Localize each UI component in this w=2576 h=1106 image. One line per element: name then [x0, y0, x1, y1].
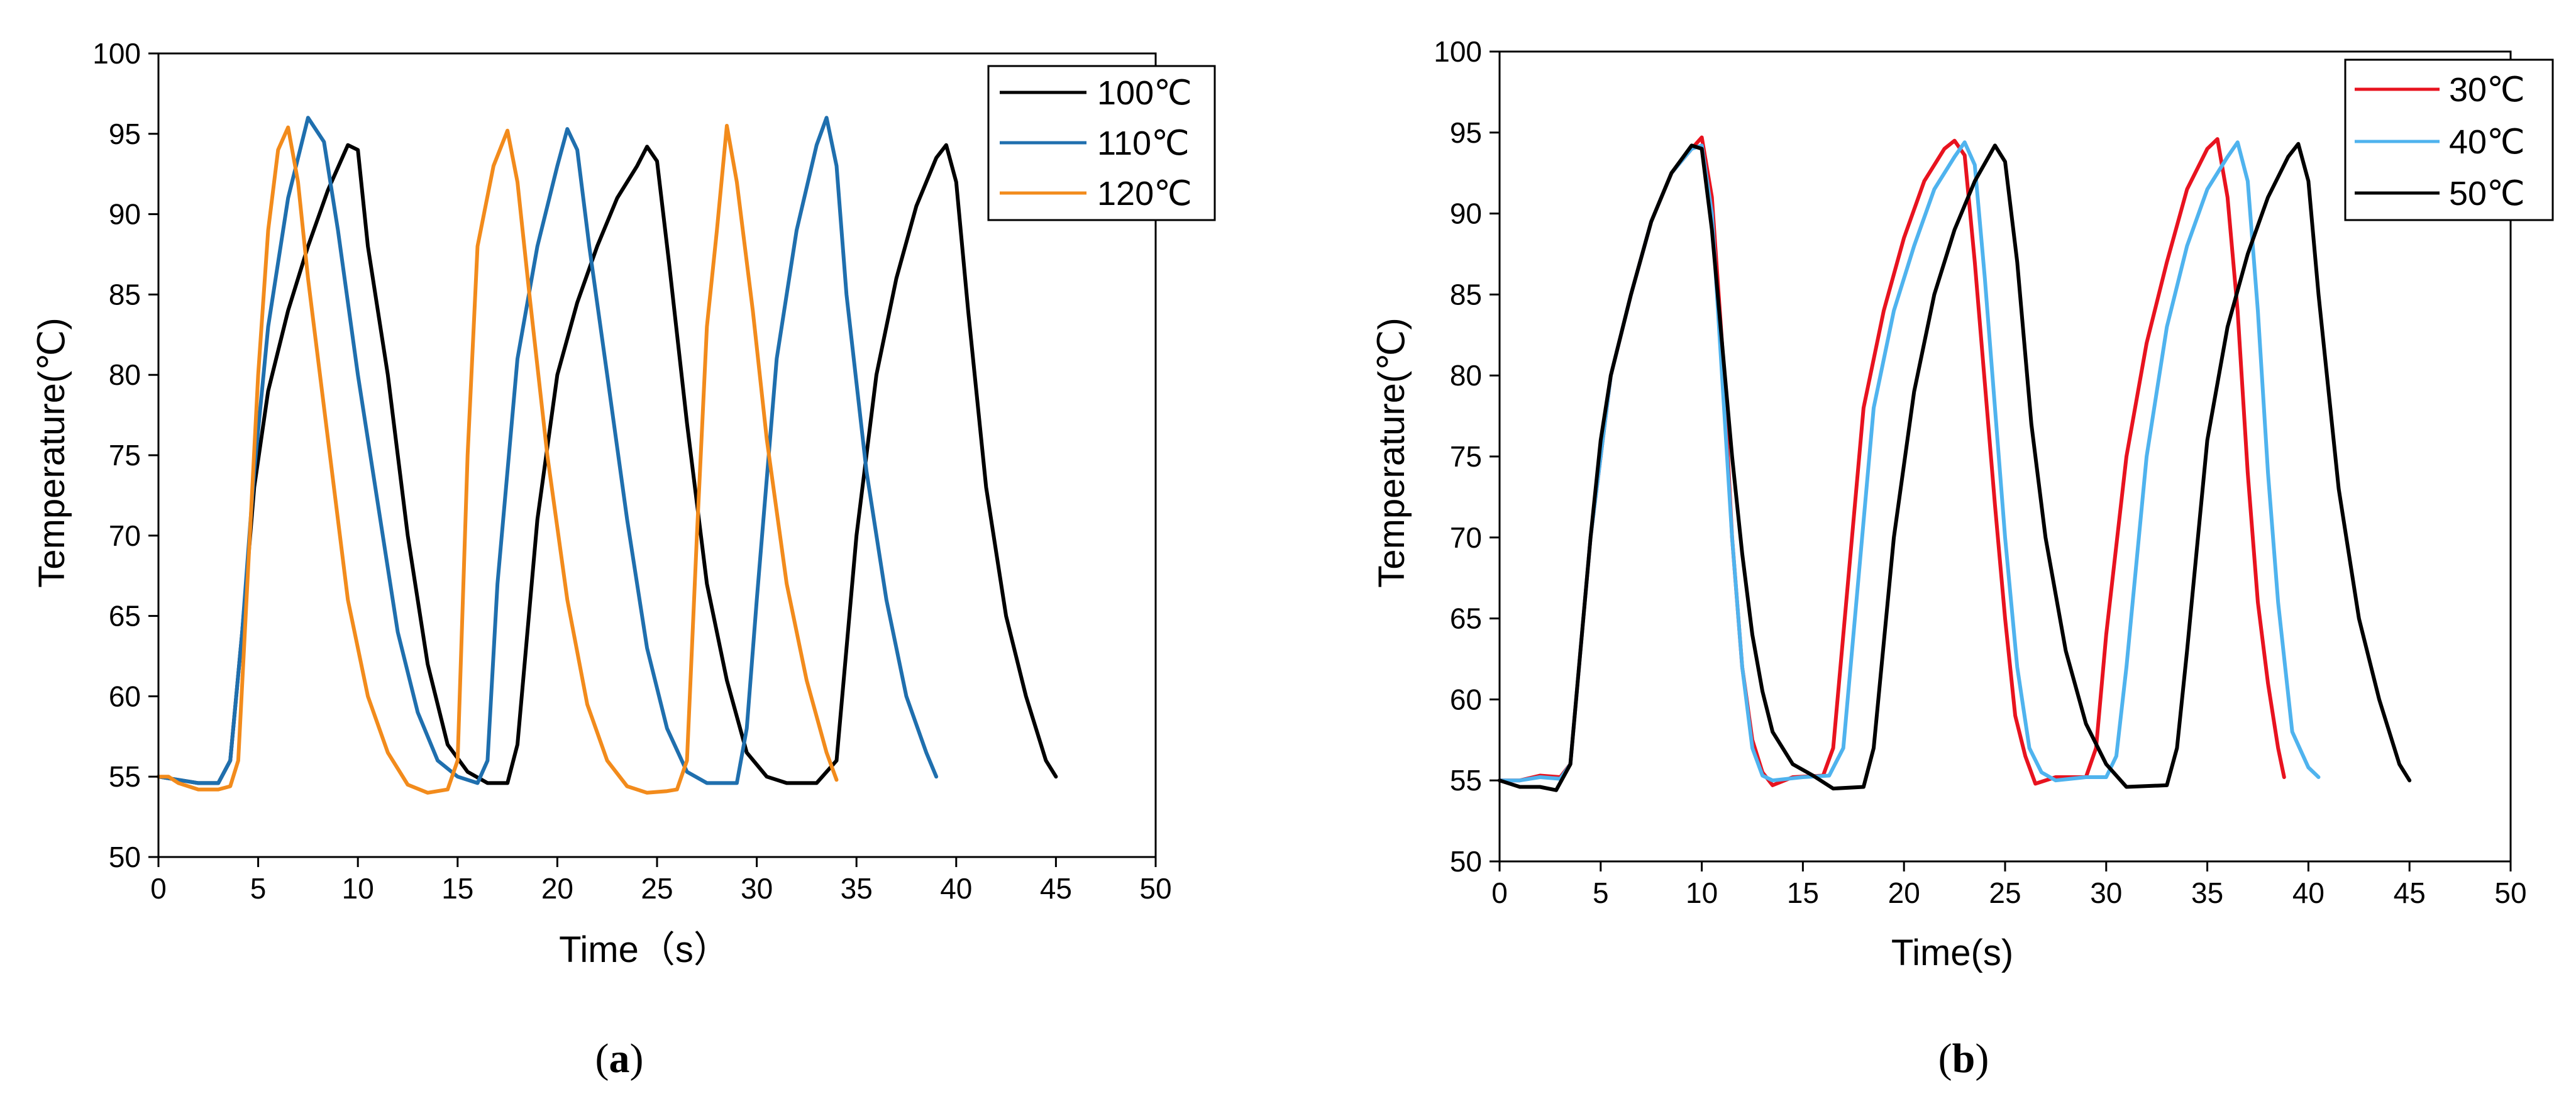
chart-panel-b: 0 5 10 15 20 25 30 35 40 45 50 50 55 60 65 70 75 80 85 90 95…: [1371, 35, 2554, 1081]
y-tick-label-b-80: 80: [1450, 359, 1482, 392]
x-tick-label-a-40: 40: [940, 872, 972, 905]
x-tick-label-b-5: 5: [1593, 877, 1609, 909]
series-line-a-100c: [157, 143, 1058, 785]
y-tick-label-b-90: 90: [1450, 197, 1482, 230]
y-tick-label-b-55: 55: [1450, 764, 1482, 797]
y-tick-label-a-65: 65: [109, 600, 141, 633]
x-tick-label-b-40: 40: [2292, 877, 2324, 909]
x-tick-label-a-50: 50: [1139, 872, 1171, 905]
y-tick-label-a-60: 60: [109, 680, 141, 712]
x-tick-label-a-5: 5: [250, 872, 267, 905]
y-tick-label-b-50: 50: [1450, 845, 1482, 878]
x-tick-label-a-30: 30: [741, 872, 773, 905]
y-tick-label-a-70: 70: [109, 519, 141, 552]
x-tick-label-b-10: 10: [1686, 877, 1718, 909]
x-tick-label-b-25: 25: [1989, 877, 2021, 909]
legend-b: 30℃ 40℃ 50℃: [2344, 58, 2554, 221]
x-tick-label-a-45: 45: [1040, 872, 1072, 905]
y-tick-label-a-55: 55: [109, 760, 141, 793]
x-axis-title-a: Time（s）: [559, 929, 730, 970]
legend-a: 100℃ 110℃ 120℃: [987, 65, 1216, 221]
legend-label-50c: 50℃: [2449, 175, 2525, 213]
series-line-a-110c: [157, 116, 939, 785]
x-tick-label-b-35: 35: [2191, 877, 2223, 909]
y-tick-label-b-60: 60: [1450, 683, 1482, 716]
y-tick-label-a-90: 90: [109, 198, 141, 231]
series-line-b-30c: [1498, 135, 2286, 787]
y-axis-title-a: Temperature(℃): [31, 318, 72, 587]
panel-label-b: (b): [1938, 1036, 1989, 1081]
y-tick-label-a-75: 75: [109, 439, 141, 472]
y-tick-label-a-100: 100: [92, 37, 141, 70]
series-line-a-120c: [157, 124, 839, 795]
y-tick-label-b-100: 100: [1434, 35, 1482, 68]
legend-label-30c: 30℃: [2449, 71, 2525, 109]
legend-label-40c: 40℃: [2449, 123, 2525, 161]
y-tick-label-b-75: 75: [1450, 440, 1482, 473]
legend-label-100c: 100℃: [1097, 74, 1192, 112]
y-tick-label-a-85: 85: [109, 278, 141, 311]
x-tick-label-a-10: 10: [342, 872, 374, 905]
x-axis-title-b: Time(s): [1891, 932, 2013, 973]
x-tick-label-b-20: 20: [1888, 877, 1920, 909]
x-tick-label-a-20: 20: [541, 872, 573, 905]
panel-label-a: (a): [595, 1036, 644, 1081]
x-tick-label-a-0: 0: [150, 872, 167, 905]
x-tick-label-b-45: 45: [2394, 877, 2426, 909]
y-tick-label-a-95: 95: [109, 118, 141, 150]
series-line-b-40c: [1498, 140, 2321, 783]
y-tick-label-a-50: 50: [109, 841, 141, 873]
series-line-b-50c: [1498, 141, 2412, 792]
x-tick-label-a-25: 25: [641, 872, 673, 905]
legend-label-120c: 120℃: [1097, 175, 1192, 213]
y-tick-label-b-85: 85: [1450, 278, 1482, 311]
x-tick-label-a-35: 35: [841, 872, 873, 905]
x-tick-label-b-0: 0: [1491, 877, 1508, 909]
x-tick-label-b-15: 15: [1787, 877, 1819, 909]
x-tick-label-a-15: 15: [441, 872, 473, 905]
y-tick-label-b-95: 95: [1450, 116, 1482, 149]
y-tick-label-b-65: 65: [1450, 602, 1482, 635]
x-tick-label-b-30: 30: [2090, 877, 2122, 909]
legend-label-110c: 110℃: [1097, 124, 1190, 162]
y-tick-label-a-80: 80: [109, 358, 141, 391]
y-axis-title-b: Temperature(℃): [1371, 318, 1412, 587]
chart-panel-a: 0 5 10 15 20 25 30 35 40 45 50 50 55 60 65 70 75 80 85 90 95…: [31, 37, 1216, 1081]
y-tick-label-b-70: 70: [1450, 521, 1482, 554]
x-tick-label-b-50: 50: [2494, 877, 2526, 909]
